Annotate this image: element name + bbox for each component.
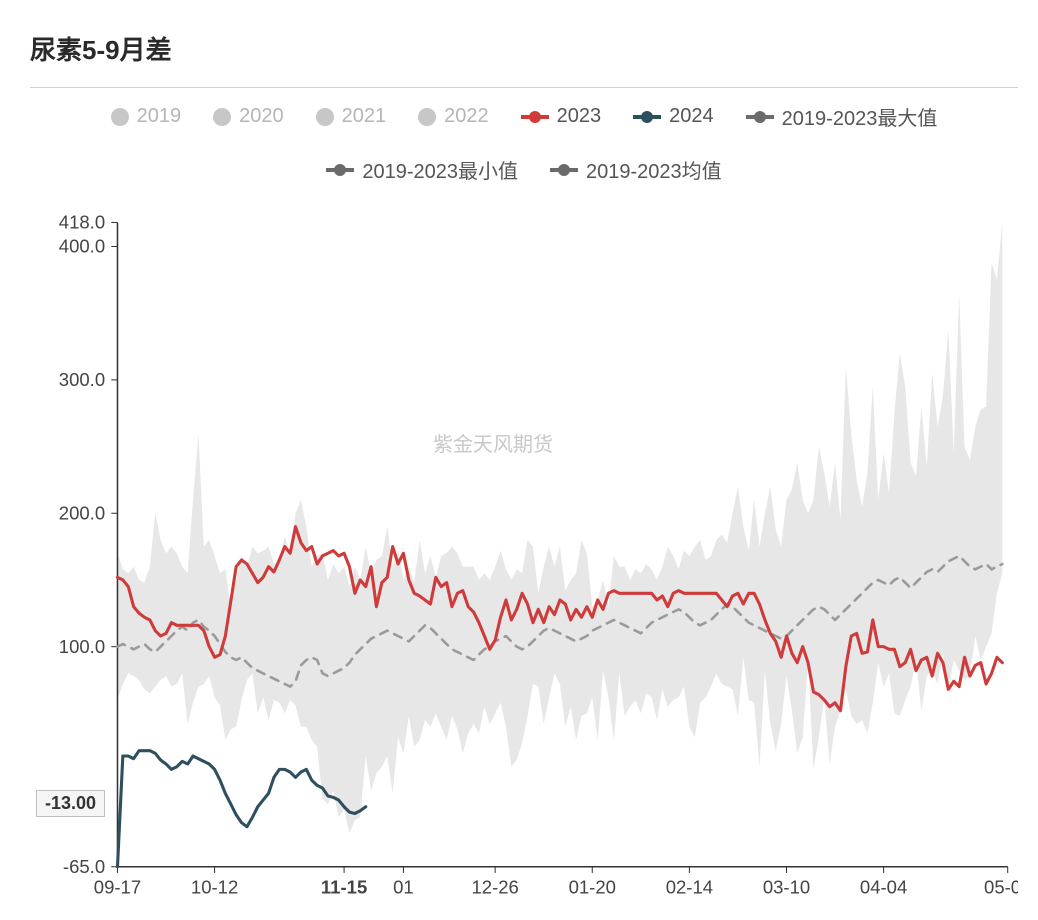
legend-label: 2020 <box>239 105 284 128</box>
chart-container: 尿素5-9月差 2019 2020 2021 2022 2023 2024 2019-202… <box>0 0 1038 920</box>
y-tick-label: 100.0 <box>59 636 105 657</box>
legend-label: 2019-2023均值 <box>586 155 722 184</box>
y-tick-label: 200.0 <box>59 502 105 523</box>
y-tick-label: -65.0 <box>63 856 105 877</box>
legend-item[interactable]: 2020 <box>213 102 284 131</box>
plot-area: 紫金天风期货 -13.00 -65.0100.0200.0300.0400.04… <box>30 198 1018 918</box>
legend-item[interactable]: 2019 <box>111 102 182 131</box>
legend-marker <box>418 108 436 126</box>
x-tick-label: 05-09 <box>984 877 1018 898</box>
legend-marker <box>213 108 231 126</box>
x-tick-label: 12-26 <box>471 877 518 898</box>
y-callout-value: -13.00 <box>45 793 96 813</box>
legend-item[interactable]: 2019-2023最小值 <box>326 155 518 184</box>
x-tick-label: 01 <box>393 877 414 898</box>
chart-svg[interactable]: -65.0 100.0 200.0 300.0 400.0 418.0 09-17 10-12… <box>30 198 1018 918</box>
legend-marker <box>633 115 661 119</box>
legend-label: 2019 <box>137 105 182 128</box>
legend-item[interactable]: 2019-2023最大值 <box>746 102 938 131</box>
legend-item[interactable]: 2024 <box>633 102 714 131</box>
x-tick-label: 09-17 <box>94 877 141 898</box>
x-tick-label: 02-14 <box>666 877 713 898</box>
legend-label: 2019-2023最小值 <box>362 155 518 184</box>
legend-marker <box>521 115 549 119</box>
legend-marker <box>550 168 578 172</box>
legend-item[interactable]: 2019-2023均值 <box>550 155 722 184</box>
legend-marker <box>111 108 129 126</box>
legend-item[interactable]: 2021 <box>316 102 387 131</box>
legend-item[interactable]: 2022 <box>418 102 489 131</box>
legend-label: 2021 <box>342 105 387 128</box>
legend-marker <box>746 115 774 119</box>
x-tick-label: 01-20 <box>569 877 616 898</box>
y-callout: -13.00 <box>36 790 105 817</box>
x-tick-label: 10-12 <box>191 877 238 898</box>
legend-marker <box>316 108 334 126</box>
legend-label: 2024 <box>669 105 714 128</box>
y-tick-label: 300.0 <box>59 369 105 390</box>
y-tick-label: 418.0 <box>59 212 105 233</box>
y-tick-label: 400.0 <box>59 236 105 257</box>
legend: 2019 2020 2021 2022 2023 2024 2019-2023最大值 2019… <box>30 96 1018 198</box>
x-tick-label: 03-10 <box>763 877 810 898</box>
range-band <box>117 222 1002 833</box>
legend-marker <box>326 168 354 172</box>
chart-title: 尿素5-9月差 <box>30 30 1018 77</box>
x-tick-label: 04-04 <box>860 877 907 898</box>
x-tick-label: 11-15 <box>321 877 367 898</box>
title-divider <box>30 87 1018 88</box>
legend-item[interactable]: 2023 <box>521 102 602 131</box>
legend-label: 2019-2023最大值 <box>782 102 938 131</box>
legend-label: 2023 <box>557 105 602 128</box>
legend-label: 2022 <box>444 105 489 128</box>
